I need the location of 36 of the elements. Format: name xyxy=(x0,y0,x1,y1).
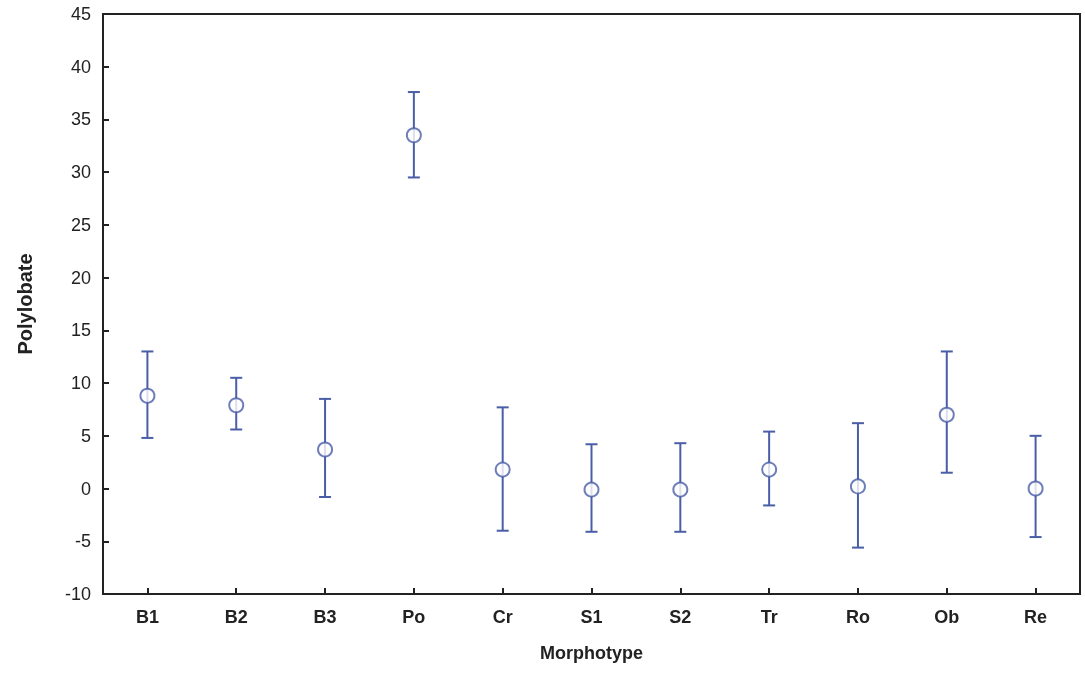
point xyxy=(583,481,600,498)
y-tick-label: 45 xyxy=(70,4,91,24)
x-tick-label: B2 xyxy=(224,607,248,627)
x-tick-label: Cr xyxy=(492,607,513,627)
y-tick-label: 30 xyxy=(70,162,91,183)
x-tick-label: S2 xyxy=(669,607,692,627)
x-tick-label: B3 xyxy=(313,607,337,627)
point xyxy=(761,461,778,478)
y-tick-label: 20 xyxy=(70,267,91,288)
x-tick-label: Ob xyxy=(934,607,960,627)
y-tick-label: 25 xyxy=(70,214,91,235)
y-tick-label: 40 xyxy=(70,56,91,77)
y-tick-label: 10 xyxy=(70,373,91,394)
x-tick-label: Re xyxy=(1024,607,1048,627)
y-tick-label: 5 xyxy=(80,425,91,446)
point xyxy=(228,397,245,414)
y-tick-label: 35 xyxy=(70,109,91,130)
point xyxy=(849,478,866,495)
y-tick-label: -5 xyxy=(74,531,91,552)
x-axis-title: Morphotype xyxy=(540,643,643,663)
y-tick-label: 15 xyxy=(70,320,91,341)
x-tick-label: Tr xyxy=(760,607,778,627)
point xyxy=(494,461,511,478)
point xyxy=(672,481,689,498)
y-tick-label: -10 xyxy=(64,584,91,604)
point xyxy=(938,406,955,423)
point xyxy=(405,127,422,144)
x-tick-label: S1 xyxy=(580,607,603,627)
point xyxy=(1027,480,1044,497)
y-tick-label: 0 xyxy=(80,478,91,499)
point xyxy=(317,441,334,458)
point xyxy=(139,387,156,404)
x-tick-label: B1 xyxy=(135,607,159,627)
y-axis-title: Polylobate xyxy=(14,253,36,355)
x-tick-label: Ro xyxy=(845,607,870,627)
x-tick-label: Po xyxy=(402,607,426,627)
